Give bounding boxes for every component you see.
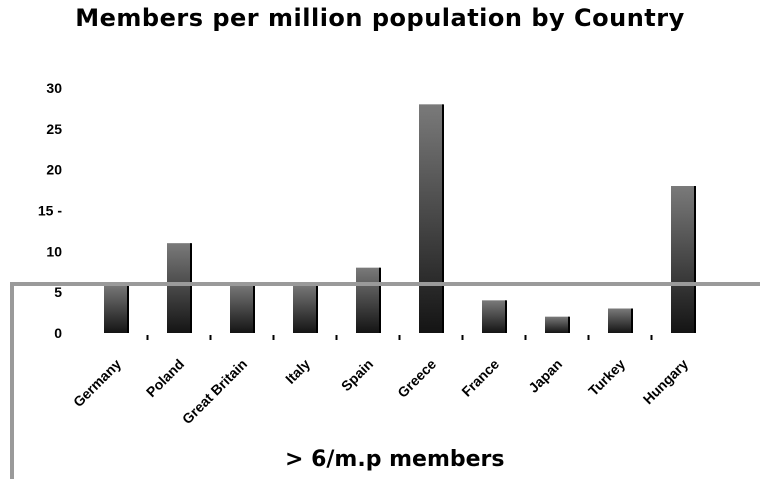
bar-turkey [608, 308, 632, 333]
threshold-line [10, 282, 760, 479]
x-tick-label: Greece [394, 356, 439, 401]
y-tick-label: 5 [54, 284, 62, 300]
y-tick-label: 10 [46, 243, 62, 259]
bar-spain [356, 267, 380, 333]
x-tick-label: Poland [143, 356, 187, 400]
bar-japan [545, 316, 569, 333]
bar-great-britain [230, 284, 254, 333]
threshold-caption: > 6/m.p members [285, 447, 505, 472]
x-tick-label: Turkey [585, 356, 628, 399]
bar-hungary [671, 186, 695, 333]
bar-poland [167, 243, 191, 333]
bar-greece [419, 104, 443, 333]
bar-series [104, 104, 696, 333]
x-tick-label: Japan [525, 356, 565, 396]
y-tick-label: 20 [46, 162, 62, 178]
x-tick-label: Germany [70, 356, 124, 410]
chart-title: Members per million population by Countr… [75, 4, 685, 32]
x-axis-ticks [146, 335, 653, 340]
bar-italy [293, 284, 317, 333]
x-tick-label: Hungary [640, 356, 692, 408]
y-tick-label: 15 - [38, 203, 62, 219]
bar-france [482, 300, 506, 333]
x-tick-label: Spain [338, 356, 376, 394]
bar-germany [104, 284, 128, 333]
y-axis-ticks: 0 5 10 15 - 20 25 30 [38, 80, 62, 341]
x-tick-label: France [458, 356, 502, 400]
x-tick-label: Great Britain [179, 356, 250, 427]
y-tick-label: 30 [46, 80, 62, 96]
y-tick-label: 0 [54, 325, 62, 341]
y-tick-label: 25 [46, 121, 62, 137]
x-tick-label: Italy [282, 356, 313, 387]
